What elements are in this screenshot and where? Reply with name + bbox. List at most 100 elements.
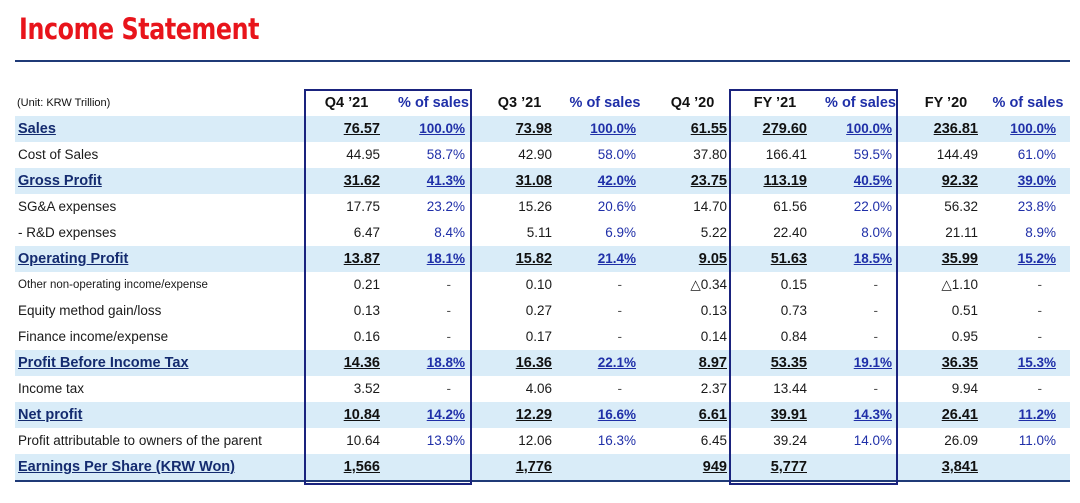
percent-cell: 15.2% xyxy=(986,246,1070,272)
income-statement-table: (Unit: KRW Trillion) Q4 ’21 % of sales Q3 … xyxy=(15,90,1070,482)
table-row: SG&A expenses 17.75 23.2% 15.26 20.6% 14.70 61… xyxy=(15,194,1070,220)
percent-cell: 16.3% xyxy=(597,433,636,448)
column-header: FY ’21 xyxy=(753,95,797,111)
table-row: Operating Profit 13.87 18.1% 15.82 21.4% 9.05… xyxy=(15,246,1070,272)
value-cell: 42.90 xyxy=(518,147,552,162)
value-cell: 12.29 xyxy=(479,402,560,428)
row-label: Gross Profit xyxy=(15,168,305,194)
value-cell: 9.05 xyxy=(650,246,735,272)
percent-cell: - xyxy=(873,277,879,292)
value-cell: 51.63 xyxy=(735,246,815,272)
percent-cell: 13.9% xyxy=(426,433,465,448)
table-row: Earnings Per Share (KRW Won) 1,566 1,776 94… xyxy=(15,454,1070,482)
value-cell: 0.15 xyxy=(780,277,807,292)
value-cell: 0.84 xyxy=(780,329,807,344)
column-header: % of sales xyxy=(992,95,1064,111)
value-cell: 31.08 xyxy=(479,168,560,194)
percent-cell: 8.0% xyxy=(861,225,892,240)
percent-cell: 42.0% xyxy=(560,168,650,194)
percent-cell: 16.6% xyxy=(560,402,650,428)
percent-cell: 23.2% xyxy=(426,199,465,214)
value-cell: 949 xyxy=(650,454,735,482)
value-cell: 5.11 xyxy=(526,225,552,240)
percent-cell: 19.1% xyxy=(815,350,906,376)
value-cell: 76.57 xyxy=(305,116,388,142)
value-cell: △1.10 xyxy=(941,277,978,292)
table-row: Finance income/expense 0.16 - 0.17 - 0.14 0.84… xyxy=(15,324,1070,350)
value-cell: 9.94 xyxy=(951,381,978,396)
value-cell: 279.60 xyxy=(735,116,815,142)
value-cell: 3.52 xyxy=(353,381,380,396)
percent-cell: 14.3% xyxy=(815,402,906,428)
row-label: Income tax xyxy=(18,381,85,396)
percent-cell: 8.4% xyxy=(434,225,465,240)
value-cell: 61.55 xyxy=(650,116,735,142)
value-cell: 0.13 xyxy=(353,303,380,318)
value-cell: 0.13 xyxy=(700,303,727,318)
table-row: Cost of Sales 44.95 58.7% 42.90 58.0% 37.80 16… xyxy=(15,142,1070,168)
value-cell: 0.27 xyxy=(525,303,552,318)
value-cell: 53.35 xyxy=(735,350,815,376)
value-cell: 0.51 xyxy=(951,303,978,318)
value-cell: 14.70 xyxy=(693,199,727,214)
row-label: SG&A expenses xyxy=(18,199,117,214)
percent-cell: - xyxy=(1037,329,1043,344)
table-row: Net profit 10.84 14.2% 12.29 16.6% 6.61 39.91 1… xyxy=(15,402,1070,428)
value-cell: 0.14 xyxy=(700,329,727,344)
row-label: Finance income/expense xyxy=(18,329,169,344)
value-cell: 6.61 xyxy=(650,402,735,428)
value-cell: 39.91 xyxy=(735,402,815,428)
value-cell: 0.10 xyxy=(525,277,552,292)
value-cell: 0.21 xyxy=(353,277,380,292)
percent-cell: 14.2% xyxy=(388,402,479,428)
value-cell: 37.80 xyxy=(693,147,727,162)
value-cell: 10.64 xyxy=(346,433,380,448)
page-title: Income Statement xyxy=(19,12,260,46)
percent-cell: 11.2% xyxy=(986,402,1070,428)
column-header: Q4 ’20 xyxy=(670,95,715,111)
percent-cell: 100.0% xyxy=(986,116,1070,142)
percent-cell xyxy=(388,454,479,482)
value-cell: 17.75 xyxy=(346,199,380,214)
percent-cell: - xyxy=(446,381,452,396)
percent-cell: 8.9% xyxy=(1025,225,1056,240)
percent-cell: 22.1% xyxy=(560,350,650,376)
value-cell: 0.17 xyxy=(525,329,552,344)
percent-cell: - xyxy=(617,303,623,318)
value-cell: 56.32 xyxy=(944,199,978,214)
percent-cell: - xyxy=(1037,303,1043,318)
row-label: Profit Before Income Tax xyxy=(15,350,305,376)
percent-cell: 58.0% xyxy=(597,147,636,162)
row-label: Equity method gain/loss xyxy=(18,303,162,318)
value-cell: 36.35 xyxy=(906,350,986,376)
column-header: % of sales xyxy=(825,95,896,111)
percent-cell xyxy=(815,454,906,482)
row-label: Operating Profit xyxy=(15,246,305,272)
value-cell: 4.06 xyxy=(525,381,552,396)
value-cell: 15.26 xyxy=(518,199,552,214)
table-row: Sales 76.57 100.0% 73.98 100.0% 61.55 279.60 10… xyxy=(15,116,1070,142)
percent-cell: 39.0% xyxy=(986,168,1070,194)
percent-cell: 100.0% xyxy=(388,116,479,142)
row-label: Earnings Per Share (KRW Won) xyxy=(15,454,305,482)
value-cell: 8.97 xyxy=(650,350,735,376)
percent-cell: 59.5% xyxy=(853,147,892,162)
table-row: Profit Before Income Tax 14.36 18.8% 16.36 2… xyxy=(15,350,1070,376)
value-cell: 12.06 xyxy=(518,433,552,448)
value-cell: 0.95 xyxy=(951,329,978,344)
percent-cell: 61.0% xyxy=(1017,147,1056,162)
value-cell: 166.41 xyxy=(765,147,807,162)
table-row: Profit attributable to owners of the par… xyxy=(15,428,1070,454)
percent-cell: 11.0% xyxy=(1018,433,1056,448)
table-row: - R&D expenses 6.47 8.4% 5.11 6.9% 5.22 22.40 8… xyxy=(15,220,1070,246)
value-cell: 13.44 xyxy=(773,381,807,396)
value-cell: 31.62 xyxy=(305,168,388,194)
value-cell: 1,776 xyxy=(479,454,560,482)
unit-label: (Unit: KRW Trillion) xyxy=(17,97,111,109)
column-header: FY ’20 xyxy=(924,95,968,111)
row-label: Cost of Sales xyxy=(18,147,99,162)
percent-cell: 20.6% xyxy=(597,199,636,214)
percent-cell: 58.7% xyxy=(426,147,465,162)
percent-cell: - xyxy=(446,329,452,344)
value-cell: 3,841 xyxy=(906,454,986,482)
